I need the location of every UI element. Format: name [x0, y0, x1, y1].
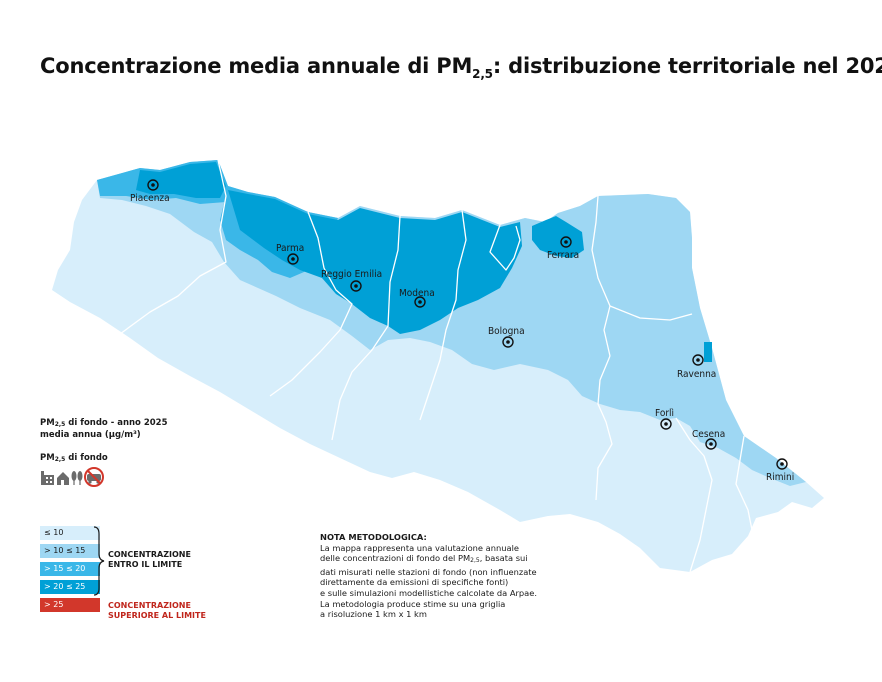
city-rimini[interactable]: Rimini	[766, 458, 794, 483]
svg-text:Cesena: Cesena	[692, 429, 725, 440]
city-piacenza[interactable]: Piacenza	[130, 179, 170, 204]
legend-subheading: PM2,5 di fondo	[40, 453, 108, 463]
svg-text:Rimini: Rimini	[766, 472, 794, 483]
no-traffic-icon	[84, 467, 104, 487]
svg-text:Ravenna: Ravenna	[677, 369, 716, 380]
city-ferrara[interactable]: Ferrara	[547, 236, 579, 261]
city-markers: Piacenza Parma Reggio Emilia Modena Ferr…	[130, 179, 794, 483]
note-title: NOTA METODOLOGICA:	[320, 532, 427, 542]
city-bologna[interactable]: Bologna	[488, 326, 525, 348]
svg-text:Ferrara: Ferrara	[547, 250, 579, 261]
zone-20-25-central	[228, 190, 522, 334]
legend-brace	[93, 526, 105, 596]
svg-text:Forlì: Forlì	[655, 407, 674, 419]
legend-group-within-limit: CONCENTRAZIONE ENTRO IL LIMITE	[108, 550, 191, 569]
legend-class-gt25: > 25	[40, 598, 100, 612]
map-title: Concentrazione media annuale di PM2,5: d…	[40, 54, 882, 81]
zone-20-25-piacenza	[136, 162, 226, 198]
city-reggio-emilia[interactable]: Reggio Emilia	[321, 269, 382, 292]
city-cesena[interactable]: Cesena	[692, 429, 725, 450]
svg-text:Reggio Emilia: Reggio Emilia	[321, 269, 382, 280]
legend-heading: PM2,5 di fondo - anno 2025 media annua (…	[40, 418, 168, 440]
legend-classes: ≤ 10 > 10 ≤ 15 > 15 ≤ 20 > 20 ≤ 25 > 25	[40, 526, 100, 616]
industry-icon	[41, 471, 54, 485]
city-ravenna[interactable]: Ravenna	[677, 354, 716, 380]
city-modena[interactable]: Modena	[399, 288, 435, 308]
zone-20-25-ferrara	[532, 216, 584, 258]
trees-icon	[71, 471, 83, 485]
methodology-note: NOTA METODOLOGICA: La mappa rappresenta …	[320, 532, 580, 620]
legend-class-10-15: > 10 ≤ 15	[40, 544, 100, 558]
city-forli[interactable]: Forlì	[655, 407, 674, 430]
svg-text:Piacenza: Piacenza	[130, 193, 170, 204]
source-icons	[41, 467, 104, 487]
zone-20-25-ravenna	[704, 342, 712, 362]
svg-text:Modena: Modena	[399, 288, 435, 299]
svg-text:Parma: Parma	[276, 243, 304, 254]
house-icon	[57, 472, 69, 485]
legend-group-above-limit: CONCENTRAZIONE SUPERIORE AL LIMITE	[108, 601, 206, 620]
legend-class-le10: ≤ 10	[40, 526, 100, 540]
city-parma[interactable]: Parma	[276, 243, 304, 265]
svg-text:Bologna: Bologna	[488, 326, 525, 337]
legend-class-20-25: > 20 ≤ 25	[40, 580, 100, 594]
legend-class-15-20: > 15 ≤ 20	[40, 562, 100, 576]
province-borders	[119, 159, 753, 573]
